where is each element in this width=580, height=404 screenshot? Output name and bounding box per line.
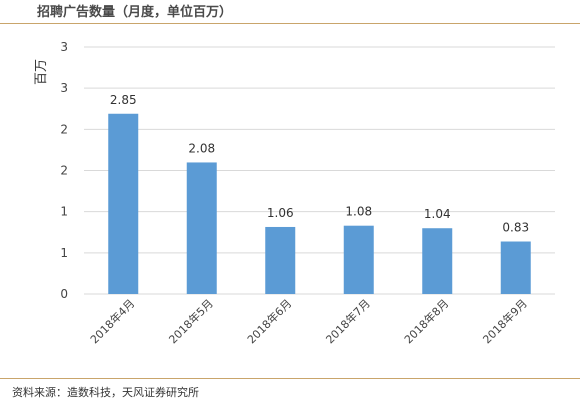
x-tick-label: 2018年4月 <box>87 296 137 346</box>
x-tick-label: 2018年7月 <box>323 296 373 346</box>
source-divider <box>0 378 580 379</box>
y-axis-title: 百万 <box>34 59 49 85</box>
bar-chart: 0 1 1 2 2 3 3 百万 2.85 2018年4月 2.08 2018年5月 1.06 2018年… <box>34 40 555 346</box>
data-label: 1.04 <box>424 207 451 221</box>
bar <box>186 162 217 294</box>
y-tick-label: 1 <box>60 205 68 219</box>
data-label: 1.06 <box>267 206 294 220</box>
data-label: 0.83 <box>502 221 529 235</box>
y-tick-label: 2 <box>60 164 68 178</box>
data-label: 1.08 <box>345 205 372 219</box>
data-label: 2.08 <box>188 141 215 155</box>
bar <box>265 226 296 294</box>
bar <box>422 228 453 294</box>
y-tick-label: 3 <box>60 40 68 54</box>
bar <box>500 241 531 294</box>
x-tick-label: 2018年8月 <box>401 296 451 346</box>
bar <box>343 225 374 294</box>
y-tick-label: 3 <box>60 81 68 95</box>
x-tick-label: 2018年6月 <box>244 296 294 346</box>
y-tick-label: 0 <box>60 287 68 301</box>
x-tick-label: 2018年9月 <box>480 296 530 346</box>
data-label: 2.85 <box>110 93 137 107</box>
x-tick-label: 2018年5月 <box>166 296 216 346</box>
y-tick-label: 1 <box>60 246 68 260</box>
title-bar: 招聘广告数量（月度，单位百万） <box>0 0 580 20</box>
bar <box>108 113 139 294</box>
chart-title: 招聘广告数量（月度，单位百万） <box>37 4 233 20</box>
title-divider <box>0 23 580 24</box>
source-note: 资料来源：造数科技，天风证券研究所 <box>12 386 199 399</box>
y-tick-label: 2 <box>60 122 68 136</box>
